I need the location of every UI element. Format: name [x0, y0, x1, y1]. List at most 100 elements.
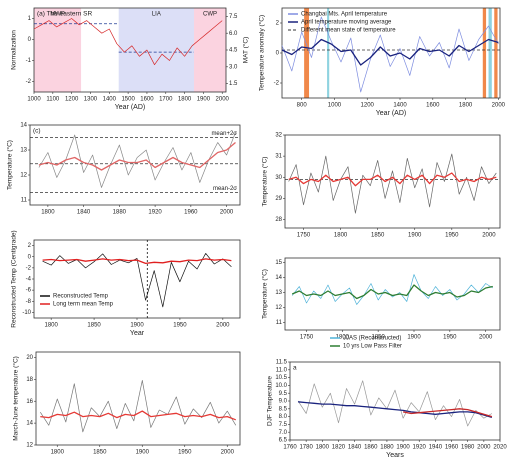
x-axis-label: Year: [130, 330, 145, 337]
y-axis-label: March-June temperature (°C): [12, 356, 20, 441]
y-tick-label: -2: [274, 81, 280, 87]
legend-label: JJAS (Reconstructed): [343, 336, 401, 342]
shaded-period: [488, 8, 492, 98]
y-tick-label: 7.0: [279, 430, 288, 436]
y2-axis-label: MAT (°C): [242, 37, 250, 64]
x-tick-label: 1800: [41, 210, 55, 216]
x-tick-label: 1300: [84, 97, 98, 103]
series-line: [33, 18, 223, 66]
y-tick-label: 2: [28, 243, 32, 249]
y-axis-label: Temperature (°C): [6, 140, 14, 190]
legend-label: Reconstructed Temp: [53, 294, 109, 300]
x-tick-label: 1800: [316, 445, 330, 451]
legend-label: Different mean state of temperature: [301, 28, 396, 34]
x-tick-label: 800: [297, 103, 308, 109]
y-tick-label: 30: [275, 175, 282, 181]
x-tick-label: 2000: [492, 103, 506, 109]
shaded-period: [327, 8, 330, 98]
x-tick-label: 1750: [297, 233, 311, 239]
y-tick-label: 11: [21, 198, 28, 204]
y-tick-label: 32: [275, 133, 282, 139]
legend-label: Long term mean Temp: [53, 302, 114, 308]
x-tick-label: 1940: [429, 445, 443, 451]
series-line: [40, 410, 237, 421]
x-tick-label: 1950: [173, 323, 187, 329]
y-tick-label: 9.5: [279, 391, 288, 397]
x-tick-label: 1900: [408, 233, 422, 239]
x-tick-label: 1900: [130, 323, 144, 329]
x-tick-label: 1780: [299, 445, 313, 451]
y-tick-label: -1: [26, 58, 32, 64]
y-axis-label: Reconstructed Temp (Centigrade): [11, 230, 18, 327]
y-tick-label: 14: [275, 275, 282, 281]
chart-panel: 11 12 13 14 15 1750 1800 1850 1900 1950 2000 JJAS (…: [261, 257, 501, 350]
period-label: MWP: [50, 12, 65, 18]
y-tick-label: 18: [26, 377, 33, 383]
series-line: [40, 380, 237, 433]
x-tick-label: 1600: [426, 103, 440, 109]
series-line: [288, 172, 497, 187]
reference-label: mean-2σ: [213, 186, 237, 192]
series-line: [42, 258, 232, 265]
series-line: [281, 16, 499, 93]
x-tick-label: 1600: [140, 97, 154, 103]
x-tick-label: 1800: [51, 450, 65, 456]
x-tick-label: 1960: [184, 210, 198, 216]
series-line: [42, 253, 232, 308]
x-tick-label: 1700: [159, 97, 173, 103]
series-line: [291, 274, 493, 305]
x-tick-label: 1900: [136, 450, 150, 456]
y-tick-label: 8.0: [279, 414, 288, 420]
series-line: [298, 401, 493, 419]
x-tick-label: 1750: [300, 335, 314, 341]
y-tick-label: -10: [22, 310, 31, 316]
x-tick-label: 1800: [459, 103, 473, 109]
x-tick-label: 1860: [364, 445, 378, 451]
y-tick-label: 0: [28, 37, 32, 43]
x-tick-label: 1760: [283, 445, 297, 451]
shaded-period: [194, 8, 226, 92]
y-tick-label: 29: [275, 196, 282, 202]
x-tick-label: 1900: [396, 445, 410, 451]
y-tick-label: 12: [20, 173, 27, 179]
y-axis-label: Temperature (°C): [261, 157, 269, 207]
y-tick-label: 10.5: [275, 375, 287, 381]
y-tick-label: 16: [26, 399, 33, 405]
x-tick-label: 1400: [393, 103, 407, 109]
x-tick-label: 1900: [197, 97, 211, 103]
x-tick-label: 2000: [477, 445, 491, 451]
chart-panel: 12 14 16 18 20 1800 1850 1900 1950 2000 March-June…: [12, 351, 241, 456]
y2-tick-label: 6.0: [229, 31, 238, 37]
shaded-period: [482, 8, 487, 98]
y-tick-label: 12: [26, 443, 33, 449]
y-tick-label: 8.5: [279, 406, 288, 412]
y2-tick-label: 4.5: [229, 48, 238, 54]
x-tick-label: 1980: [461, 445, 475, 451]
y-axis-label: Normalization: [11, 30, 18, 70]
y2-tick-label: 7.5: [229, 14, 238, 20]
y-axis-label: Temperature (°C): [261, 269, 269, 319]
x-tick-label: 2000: [482, 233, 496, 239]
plot-frame: [284, 257, 501, 331]
chart-panel: 28 29 30 31 32 1750 1800 1850 1900 1950 2000 Temper…: [261, 133, 501, 239]
panel-annotation: a: [293, 365, 297, 372]
x-axis-label: Years: [386, 452, 404, 459]
shaded-period: [494, 8, 498, 98]
y-tick-label: 6.5: [279, 438, 288, 444]
x-tick-label: 2000: [479, 335, 493, 341]
x-tick-label: 1950: [178, 450, 192, 456]
x-tick-label: 1000: [328, 103, 342, 109]
y-axis-label: Temperature anomaly (°C): [258, 15, 266, 91]
y-tick-label: 31: [275, 154, 282, 160]
x-tick-label: 1200: [361, 103, 375, 109]
x-tick-label: 1920: [148, 210, 162, 216]
legend-label: Changbai Mts. April temperature: [301, 12, 388, 18]
x-tick-label: 1840: [348, 445, 362, 451]
y-tick-label: 10.0: [275, 383, 287, 389]
x-tick-label: 1400: [103, 97, 117, 103]
x-tick-label: 1950: [445, 233, 459, 239]
x-tick-label: 1920: [413, 445, 427, 451]
x-tick-label: 1960: [445, 445, 459, 451]
series-line: [281, 38, 499, 66]
y-tick-label: 13: [20, 148, 27, 154]
